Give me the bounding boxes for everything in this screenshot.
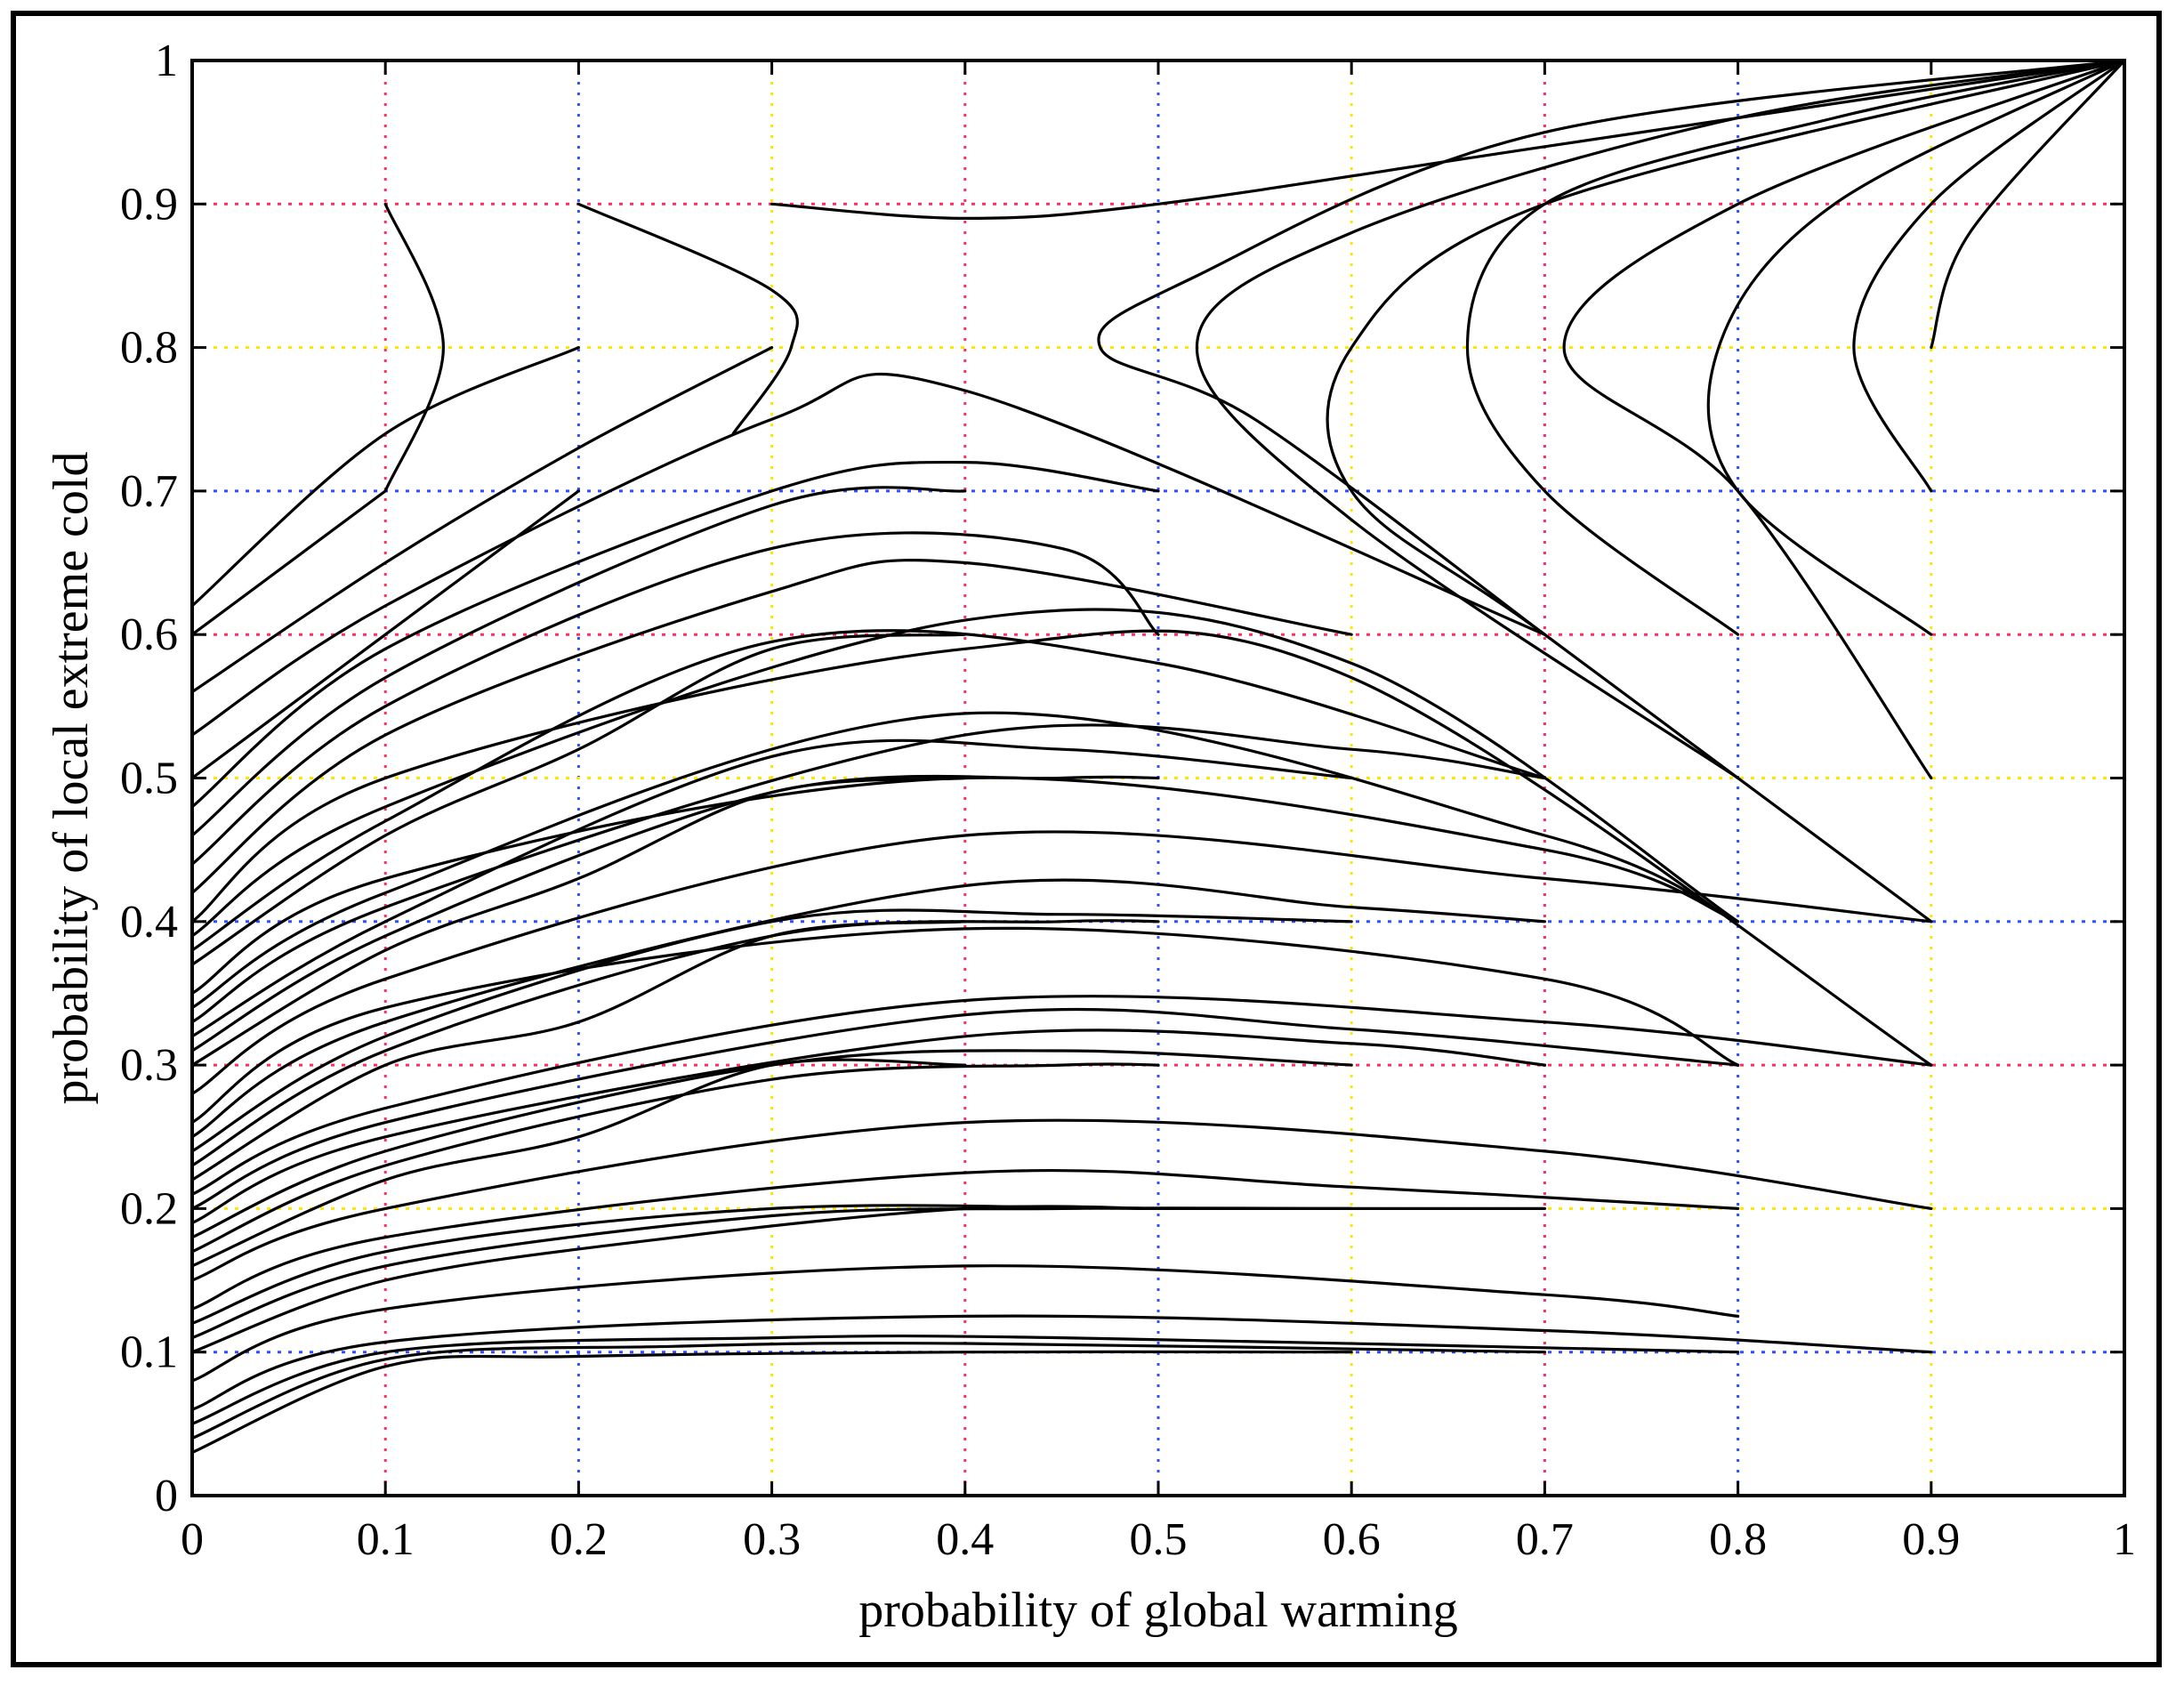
trajectory-line <box>190 486 967 837</box>
plot-axes <box>190 59 2126 1497</box>
trajectory-line <box>190 1029 1546 1225</box>
trajectory-line <box>190 489 580 780</box>
trajectory-line <box>576 202 799 435</box>
trajectory-line <box>190 1007 1740 1210</box>
trajectory-line <box>1195 59 2126 780</box>
trajectory-line <box>190 878 1546 1139</box>
trajectory-line <box>1930 59 2126 350</box>
trajectory-line <box>190 559 1353 895</box>
trajectory-line <box>1852 59 2126 493</box>
x-tick-label: 0.8 <box>1709 1514 1767 1565</box>
chart-svg: 0 0.1 0.2 0.3 0.4 0.5 0.6 0.7 0.8 0.9 1 0 0.1 0.2 0.3 0… <box>44 36 2136 1638</box>
trajectory-line <box>190 629 1546 952</box>
trajectory-line <box>190 460 1160 809</box>
trajectory-line <box>190 738 1353 1038</box>
y-tick-label: 0.5 <box>120 754 178 804</box>
x-tick-label: 1 <box>2113 1514 2136 1565</box>
trajectory-curves <box>190 59 2126 1455</box>
trajectory-line <box>190 919 1160 1167</box>
y-tick-label: 0.4 <box>120 897 178 948</box>
trajectory-line <box>190 1314 1933 1411</box>
trajectory-line <box>1097 59 2126 636</box>
trajectory-line <box>1465 59 2126 636</box>
x-tick-label: 0.2 <box>550 1514 608 1565</box>
trajectory-line <box>190 608 1740 938</box>
x-tick-label: 0.5 <box>1130 1514 1188 1565</box>
tick-labels: 0 0.1 0.2 0.3 0.4 0.5 0.6 0.7 0.8 0.9 1 0 0.1 0.2 0.3 0… <box>120 36 2136 1565</box>
y-tick-label: 1 <box>155 36 178 86</box>
trajectory-line <box>190 774 1160 1053</box>
trajectory-line <box>190 633 967 966</box>
trajectory-line <box>383 202 445 493</box>
y-tick-label: 0 <box>155 1471 178 1521</box>
y-tick-label: 0.9 <box>120 179 178 230</box>
trajectory-line <box>190 1062 1160 1254</box>
trajectory-line <box>190 1058 967 1268</box>
x-tick-label: 0 <box>181 1514 204 1565</box>
trajectory-line <box>190 1350 1353 1455</box>
trajectory-line <box>190 1168 1740 1311</box>
y-tick-label: 0.7 <box>120 466 178 517</box>
y-tick-label: 0.2 <box>120 1183 178 1234</box>
trajectory-line <box>1326 59 2126 924</box>
trajectory-line <box>190 1118 1933 1282</box>
x-axis-label: probability of global warming <box>858 1583 1457 1638</box>
trajectory-line <box>190 489 387 636</box>
x-tick-label: 0.7 <box>1516 1514 1574 1565</box>
y-tick-label: 0.1 <box>120 1327 178 1378</box>
figure-frame: 0 0.1 0.2 0.3 0.4 0.5 0.6 0.7 0.8 0.9 1 0 0.1 0.2 0.3 0… <box>11 11 2162 1667</box>
trajectory-line <box>190 1204 1546 1325</box>
trajectory-line <box>190 1264 1740 1383</box>
trajectory-line <box>190 926 1740 1125</box>
trajectory-line <box>190 372 1546 737</box>
trajectory-line <box>1706 59 2126 636</box>
trajectory-line <box>190 723 1546 1024</box>
trajectory-line <box>190 629 1933 1067</box>
y-axis-label: probability of local extreme cold <box>44 452 99 1105</box>
trajectory-line <box>190 531 1160 866</box>
x-tick-label: 0.3 <box>743 1514 801 1565</box>
trajectory-line <box>770 59 2126 220</box>
trajectory-line <box>1562 59 2126 780</box>
x-tick-label: 0.4 <box>936 1514 994 1565</box>
y-tick-label: 0.6 <box>120 609 178 660</box>
x-tick-label: 0.1 <box>357 1514 415 1565</box>
trajectory-line <box>190 1334 1740 1425</box>
x-tick-label: 0.9 <box>1902 1514 1960 1565</box>
trajectory-line <box>190 346 774 694</box>
y-tick-label: 0.3 <box>120 1040 178 1091</box>
trajectory-line <box>190 346 580 608</box>
x-tick-label: 0.6 <box>1323 1514 1381 1565</box>
trajectory-line <box>190 1342 1546 1440</box>
trajectory-line <box>190 776 1740 996</box>
trajectory-line <box>190 1049 1353 1239</box>
trajectory-line <box>190 830 1933 1095</box>
trajectory-line <box>190 995 1933 1196</box>
trajectory-line <box>190 711 1740 1010</box>
y-tick-label: 0.8 <box>120 323 178 374</box>
